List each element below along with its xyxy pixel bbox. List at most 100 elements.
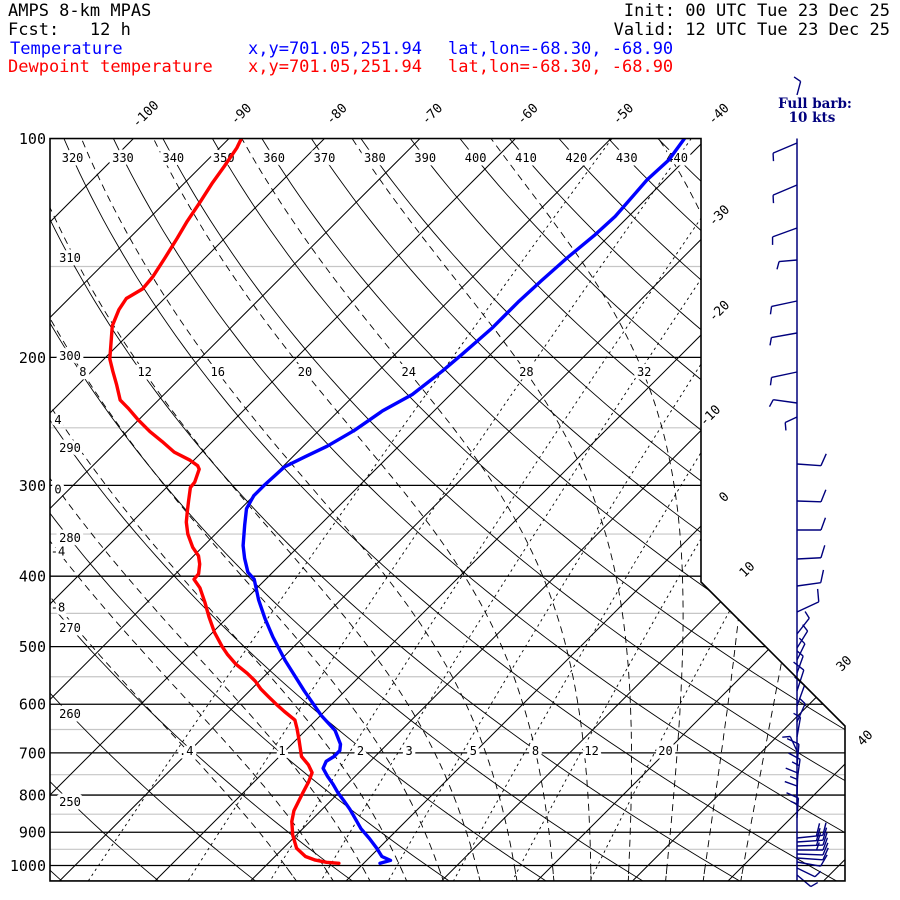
isotherm-line xyxy=(823,138,845,881)
pressure-tick-label: 400 xyxy=(19,568,46,586)
barb-legend-line1: Full barb: xyxy=(778,96,852,112)
moist-adiabat-line xyxy=(50,138,408,881)
mixing-ratio-label: .4 xyxy=(179,744,193,758)
isotherm-line xyxy=(727,138,845,881)
background-grid xyxy=(0,138,845,881)
isotherm-top-label: -60 xyxy=(514,101,541,128)
isotherm-right-label: 40 xyxy=(855,728,877,750)
wind-barb xyxy=(796,569,825,587)
isotherm-line xyxy=(50,138,421,881)
dry-adiabat-line xyxy=(311,138,845,881)
temperature-trace xyxy=(241,138,687,865)
dry-adiabat-line xyxy=(756,138,845,881)
wind-barb xyxy=(797,837,829,851)
wind-barb xyxy=(796,847,829,861)
mixing-ratio-label: 5 xyxy=(470,744,477,758)
pressure-tick-label: 700 xyxy=(19,744,46,762)
moist-adiabat-label: 4 xyxy=(54,413,61,427)
moist-adiabat-line xyxy=(153,138,555,881)
wind-barb xyxy=(771,227,798,245)
isotherm-top-label: -40 xyxy=(705,101,732,128)
wind-barb xyxy=(785,767,799,796)
isotherm-right-label: 30 xyxy=(834,653,856,675)
moist-adiabat-line xyxy=(50,138,297,881)
dry-adiabat-line xyxy=(50,138,63,881)
wind-barb xyxy=(769,371,798,386)
isotherm-right-label: 0 xyxy=(716,489,732,505)
dewpoint-latlon: lat,lon=-68.30, -68.90 xyxy=(448,57,674,77)
isotherm-right-label: -30 xyxy=(706,202,733,229)
dry-adiabat-label: 420 xyxy=(566,151,588,165)
dry-adiabat-line xyxy=(112,138,845,881)
dry-adiabat-line xyxy=(50,138,159,881)
wind-barb xyxy=(796,697,806,723)
isotherm-top-label: -90 xyxy=(228,101,255,128)
sounding-traces xyxy=(108,138,687,865)
wind-barb xyxy=(768,398,798,408)
init-time: Init: 00 UTC Tue 23 Dec 25 xyxy=(623,1,890,21)
svg-text:-50: -50 xyxy=(610,101,637,128)
wind-barb xyxy=(793,712,802,738)
valid-time: Valid: 12 UTC Tue 23 Dec 25 xyxy=(613,20,890,40)
mixing-ratio-label: 12 xyxy=(584,744,598,758)
pressure-tick-label: 100 xyxy=(19,130,46,148)
moist-adiabat-line xyxy=(241,138,592,881)
dry-adiabat-label: 310 xyxy=(59,251,81,265)
dry-adiabat-line xyxy=(63,138,837,881)
wind-barb xyxy=(782,735,798,752)
moist-adiabat-line xyxy=(490,138,684,881)
isotherm-line xyxy=(50,138,230,881)
dewpoint-trace xyxy=(108,138,341,865)
moist-adiabat-label: 0 xyxy=(54,483,61,497)
isotherm-line xyxy=(536,138,845,881)
isotherm-line xyxy=(50,138,516,881)
moist-adiabat-line xyxy=(740,138,834,881)
svg-text:40: 40 xyxy=(855,728,877,750)
mixing-ratio-line xyxy=(187,138,692,881)
temperature-latlon: lat,lon=-68.30, -68.90 xyxy=(448,39,674,59)
isotherm-line xyxy=(154,138,845,881)
dry-adiabat-label: 400 xyxy=(465,151,487,165)
svg-text:-90: -90 xyxy=(228,101,255,128)
isotherm-line xyxy=(50,138,134,881)
svg-text:-100: -100 xyxy=(130,98,163,131)
svg-text:-30: -30 xyxy=(706,202,733,229)
moist-adiabat-label: 20 xyxy=(298,365,312,379)
isotherm-line xyxy=(0,139,38,881)
dry-adiabat-label: 320 xyxy=(62,151,84,165)
dry-adiabat-label: 300 xyxy=(59,349,81,363)
isotherm-line xyxy=(632,138,845,881)
forecast-hour: Fcst: 12 h xyxy=(8,20,131,40)
pressure-tick-label: 300 xyxy=(19,477,46,495)
temperature-legend-label: Temperature xyxy=(10,39,123,59)
wind-barb xyxy=(776,259,798,270)
moist-adiabat-label: 16 xyxy=(210,365,224,379)
isotherm-line xyxy=(345,138,845,881)
dry-adiabat-label: 250 xyxy=(59,795,81,809)
moist-adiabat-label: 24 xyxy=(401,365,415,379)
pressure-tick-label: 500 xyxy=(19,638,46,656)
isotherm-line xyxy=(59,138,803,881)
mixing-ratio-line xyxy=(87,138,613,881)
wind-barb xyxy=(796,453,827,467)
dry-adiabat-line xyxy=(608,138,845,881)
wind-barb xyxy=(784,416,798,431)
wind-barb xyxy=(784,780,798,806)
mixing-ratio-label: 8 xyxy=(532,744,539,758)
wind-barb xyxy=(796,650,804,674)
dry-adiabat-label: 290 xyxy=(59,441,81,455)
moist-adiabat-line xyxy=(50,138,481,881)
dry-adiabat-label: 330 xyxy=(112,151,134,165)
moist-adiabat-line xyxy=(658,138,750,881)
dry-adiabat-line xyxy=(459,138,845,881)
mixing-ratio-line xyxy=(512,138,845,881)
svg-text:30: 30 xyxy=(834,653,856,675)
pressure-tick-label: 800 xyxy=(19,787,46,805)
pressure-tick-label: 600 xyxy=(19,696,46,714)
dry-adiabat-line xyxy=(50,138,450,881)
wind-barb xyxy=(796,489,827,503)
wind-barb xyxy=(772,142,798,162)
dry-adiabat-label: 430 xyxy=(616,151,638,165)
